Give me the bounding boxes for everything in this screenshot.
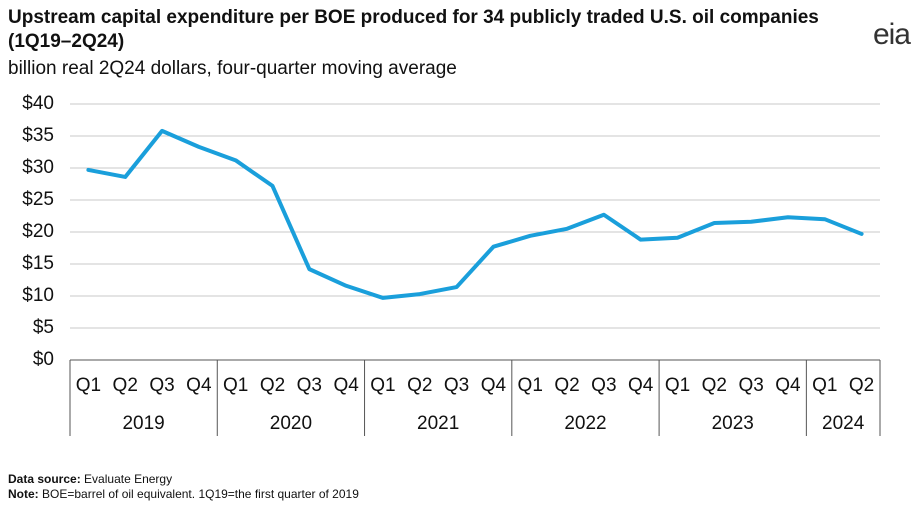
x-group-label: 2019 (122, 413, 164, 434)
x-tick-label: Q2 (554, 375, 579, 396)
chart-subtitle: billion real 2Q24 dollars, four-quarter … (8, 58, 457, 79)
note-label: Data source: (8, 472, 81, 486)
y-tick-label: $10 (22, 285, 54, 306)
y-tick-label: $25 (22, 189, 54, 210)
y-tick-label: $30 (22, 157, 54, 178)
x-tick-label: Q3 (738, 375, 763, 396)
x-tick-label: Q3 (297, 375, 322, 396)
x-tick-label: Q1 (370, 375, 395, 396)
x-tick-label: Q4 (481, 375, 507, 396)
x-group-label: 2021 (417, 413, 459, 434)
logo: eia (872, 18, 911, 51)
x-tick-label: Q3 (149, 375, 174, 396)
x-tick-label: Q4 (186, 375, 212, 396)
x-tick-label: Q2 (113, 375, 138, 396)
y-tick-label: $0 (33, 349, 54, 370)
x-tick-label: Q4 (775, 375, 801, 396)
y-tick-label: $35 (22, 125, 54, 146)
chart-title: Upstream capital expenditure per BOE pro… (8, 7, 819, 52)
x-group-label: 2022 (564, 413, 606, 434)
x-group-label: 2023 (712, 413, 754, 434)
x-tick-label: Q3 (444, 375, 469, 396)
y-tick-label: $20 (22, 221, 54, 242)
x-tick-label: Q2 (407, 375, 432, 396)
note: Data source: Evaluate Energy (8, 472, 359, 487)
x-tick-label: Q1 (518, 375, 543, 396)
note: Note: BOE=barrel of oil equivalent. 1Q19… (8, 487, 359, 502)
chart: $0 $5 $10 $15 $20 $25 $30 $35 $40 Q1 Q2 Q3 Q4 2019 Q1 Q… (22, 93, 881, 436)
y-tick-label: $15 (22, 253, 54, 274)
x-tick-label: Q1 (812, 375, 837, 396)
x-tick-label: Q1 (223, 375, 248, 396)
y-tick-label: $5 (33, 317, 54, 338)
x-tick-label: Q1 (76, 375, 101, 396)
notes: Data source: Evaluate Energy Note: BOE=ba… (8, 472, 359, 502)
line-series (86, 128, 864, 300)
x-group-label: 2020 (270, 413, 312, 434)
x-tick-label: Q4 (628, 375, 654, 396)
x-tick-label: Q2 (849, 375, 874, 396)
x-tick-label: Q2 (702, 375, 727, 396)
y-tick-label: $40 (22, 93, 54, 114)
note-text: Evaluate Energy (84, 472, 173, 486)
x-tick-label: Q4 (333, 375, 359, 396)
x-tick-label: Q2 (260, 375, 285, 396)
note-label: Note: (8, 487, 39, 501)
note-text: BOE=barrel of oil equivalent. 1Q19=the f… (42, 487, 359, 501)
x-group-label: 2024 (822, 413, 865, 434)
x-tick-label: Q3 (591, 375, 616, 396)
x-tick-label: Q1 (665, 375, 690, 396)
